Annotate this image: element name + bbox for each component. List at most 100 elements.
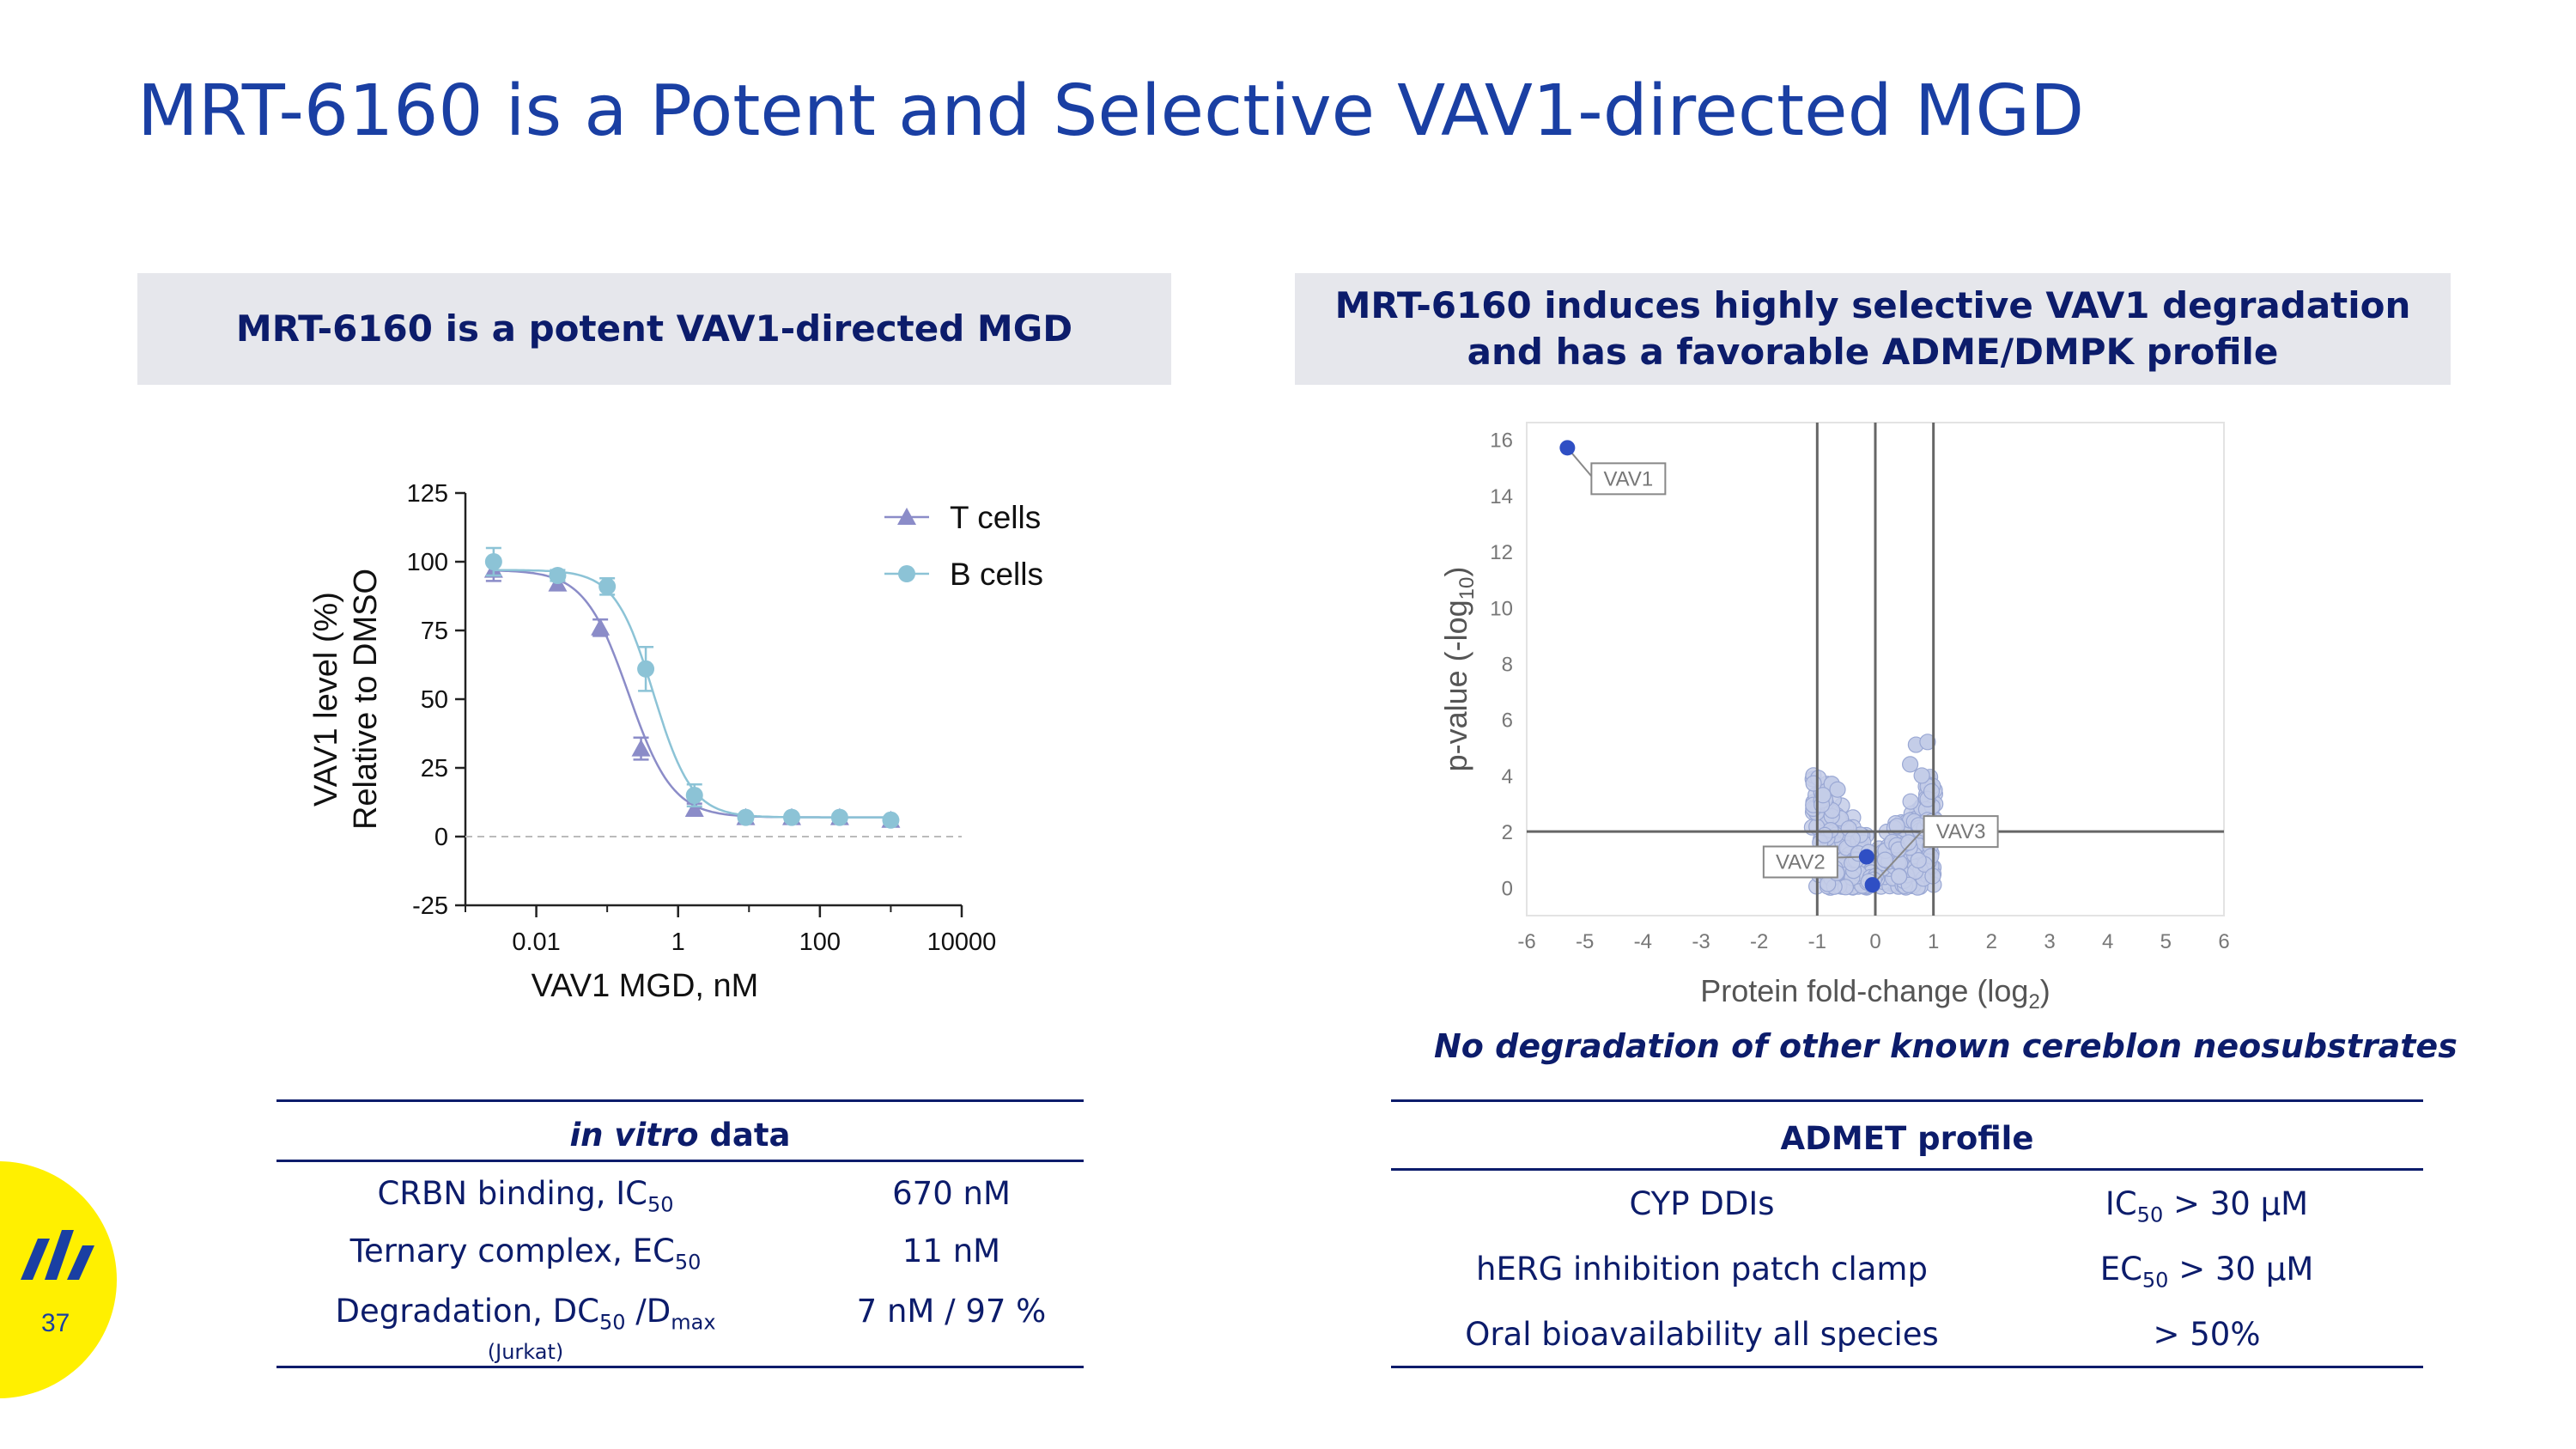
data-point-circle bbox=[685, 787, 703, 804]
data-point-circle bbox=[737, 808, 755, 826]
row-label-sub: 50 bbox=[598, 1310, 626, 1335]
x-tick-label: 100 bbox=[799, 928, 841, 956]
highlighted-point bbox=[1559, 440, 1576, 456]
invitro-header-rest: data bbox=[698, 1117, 791, 1154]
value-pre: EC bbox=[2099, 1251, 2142, 1288]
value-pre: IC bbox=[2105, 1185, 2137, 1222]
protein-point bbox=[1816, 826, 1833, 843]
left-panel-header-text: MRT-6160 is a potent VAV1-directed MGD bbox=[235, 307, 1073, 350]
page-title: MRT-6160 is a Potent and Selective VAV1-… bbox=[137, 70, 2085, 152]
table-row-value: EC50 > 30 µM bbox=[2100, 1251, 2314, 1292]
highlighted-point bbox=[1858, 849, 1874, 865]
y-tick-label: 2 bbox=[1502, 821, 1513, 844]
row-label-sub: 50 bbox=[647, 1192, 674, 1217]
y-tick-label: 0 bbox=[1502, 877, 1513, 900]
x-tick-label: 1 bbox=[671, 928, 685, 956]
x-tick-label: 5 bbox=[2160, 930, 2172, 953]
x-axis-label: Protein fold-change (log2) bbox=[1700, 973, 2050, 1014]
y-tick-label: 50 bbox=[421, 686, 448, 714]
row-label-text-2: /D bbox=[625, 1293, 671, 1330]
protein-point bbox=[1876, 851, 1894, 868]
y-tick-label: 6 bbox=[1502, 709, 1513, 733]
x-tick-label: -4 bbox=[1634, 930, 1652, 953]
table-row-label: Ternary complex, EC50 bbox=[350, 1233, 702, 1274]
highlight-label: VAV3 bbox=[1936, 820, 1986, 843]
value-post: > 30 µM bbox=[2168, 1251, 2314, 1288]
x-tick-label: 4 bbox=[2102, 930, 2113, 953]
company-logo-icon bbox=[21, 1230, 94, 1280]
highlighted-point bbox=[1864, 877, 1880, 893]
legend-marker-circle bbox=[898, 565, 915, 582]
right-panel-header: MRT-6160 induces highly selective VAV1 d… bbox=[1295, 273, 2451, 385]
protein-point bbox=[1829, 781, 1846, 798]
table-row-label: hERG inhibition patch clamp bbox=[1476, 1251, 1928, 1288]
x-tick-label: 6 bbox=[2218, 930, 2229, 953]
value-sub: 50 bbox=[2142, 1268, 2169, 1293]
protein-point bbox=[1923, 782, 1941, 801]
y-tick-label: 100 bbox=[407, 549, 448, 576]
x-tick-label: -2 bbox=[1750, 930, 1768, 953]
page-number: 37 bbox=[41, 1309, 70, 1337]
table-row-label: CRBN binding, IC50 bbox=[377, 1175, 673, 1216]
protein-point bbox=[1888, 818, 1905, 835]
data-point-circle bbox=[782, 808, 800, 826]
table-row-label: CYP DDIs bbox=[1629, 1185, 1775, 1222]
x-tick-label: -3 bbox=[1692, 930, 1710, 953]
y-axis-label: p-value (-log10) bbox=[1438, 567, 1479, 772]
y-tick-label: 125 bbox=[407, 480, 448, 508]
protein-point bbox=[1901, 756, 1919, 773]
table-row-label: Oral bioavailability all species bbox=[1465, 1316, 1939, 1353]
x-tick-label: -1 bbox=[1808, 930, 1826, 953]
label-box bbox=[1590, 462, 1667, 496]
x-axis-label: VAV1 MGD, nM bbox=[532, 968, 759, 1004]
protein-point bbox=[1910, 851, 1927, 869]
protein-point bbox=[1900, 834, 1917, 851]
data-point-circle bbox=[484, 553, 502, 570]
x-tick-label: 10000 bbox=[927, 928, 997, 956]
data-point-triangle bbox=[631, 739, 651, 757]
y-tick-label: 8 bbox=[1502, 653, 1513, 676]
data-point-circle bbox=[882, 811, 900, 829]
label-box bbox=[1923, 815, 1999, 849]
y-tick-label: 12 bbox=[1490, 541, 1513, 564]
row-label-sub-2: max bbox=[671, 1310, 716, 1335]
protein-point bbox=[1919, 734, 1936, 751]
y-tick-label: -25 bbox=[412, 892, 448, 920]
data-point-circle bbox=[598, 577, 617, 595]
table-footnote: (Jurkat) bbox=[487, 1340, 564, 1364]
right-panel-header-line1: MRT-6160 induces highly selective VAV1 d… bbox=[1334, 284, 2411, 326]
right-panel-header-line2: and has a favorable ADME/DMPK profile bbox=[1467, 331, 2279, 373]
table-row-value: 11 nM bbox=[902, 1233, 1001, 1269]
fit-curve-b-cells bbox=[493, 569, 891, 819]
x-tick-label: 3 bbox=[2044, 930, 2055, 953]
protein-point bbox=[1902, 793, 1919, 810]
x-tick-label: -5 bbox=[1576, 930, 1594, 953]
data-point-circle bbox=[549, 567, 567, 584]
data-point-circle bbox=[637, 660, 655, 678]
y-tick-label: 25 bbox=[421, 755, 448, 782]
y-tick-label: 4 bbox=[1502, 765, 1513, 788]
row-label-text: CRBN binding, IC bbox=[377, 1175, 648, 1212]
table-row-value: > 50% bbox=[2153, 1316, 2260, 1353]
row-label-sub: 50 bbox=[674, 1250, 702, 1275]
invitro-data-table: in vitro data CRBN binding, IC50 670 nM … bbox=[276, 1099, 1084, 1374]
legend-label: T cells bbox=[950, 500, 1041, 535]
y-tick-label: 16 bbox=[1490, 429, 1513, 453]
fit-curve-t-cells bbox=[493, 569, 891, 819]
legend-marker-triangle bbox=[897, 508, 916, 525]
protein-point bbox=[1814, 787, 1832, 804]
table-row-value: 670 nM bbox=[892, 1175, 1011, 1212]
dose-response-chart: -25 0 25 50 75 100 125 0.01 1 100 10000 VAV1 MGD, n… bbox=[308, 480, 1043, 1004]
protein-point bbox=[1913, 767, 1930, 784]
y-tick-label: 10 bbox=[1490, 597, 1513, 620]
highlight-label: VAV1 bbox=[1603, 467, 1653, 490]
value-pre: > 50% bbox=[2153, 1316, 2261, 1353]
y-tick-label: 75 bbox=[421, 618, 448, 645]
left-panel-header: MRT-6160 is a potent VAV1-directed MGD bbox=[137, 273, 1171, 385]
x-tick-label: 1 bbox=[1928, 930, 1939, 953]
x-tick-label: 0.01 bbox=[512, 928, 560, 956]
highlight-label: VAV2 bbox=[1776, 851, 1826, 874]
protein-point bbox=[1844, 831, 1861, 848]
row-label-text: Ternary complex, EC bbox=[349, 1233, 675, 1269]
